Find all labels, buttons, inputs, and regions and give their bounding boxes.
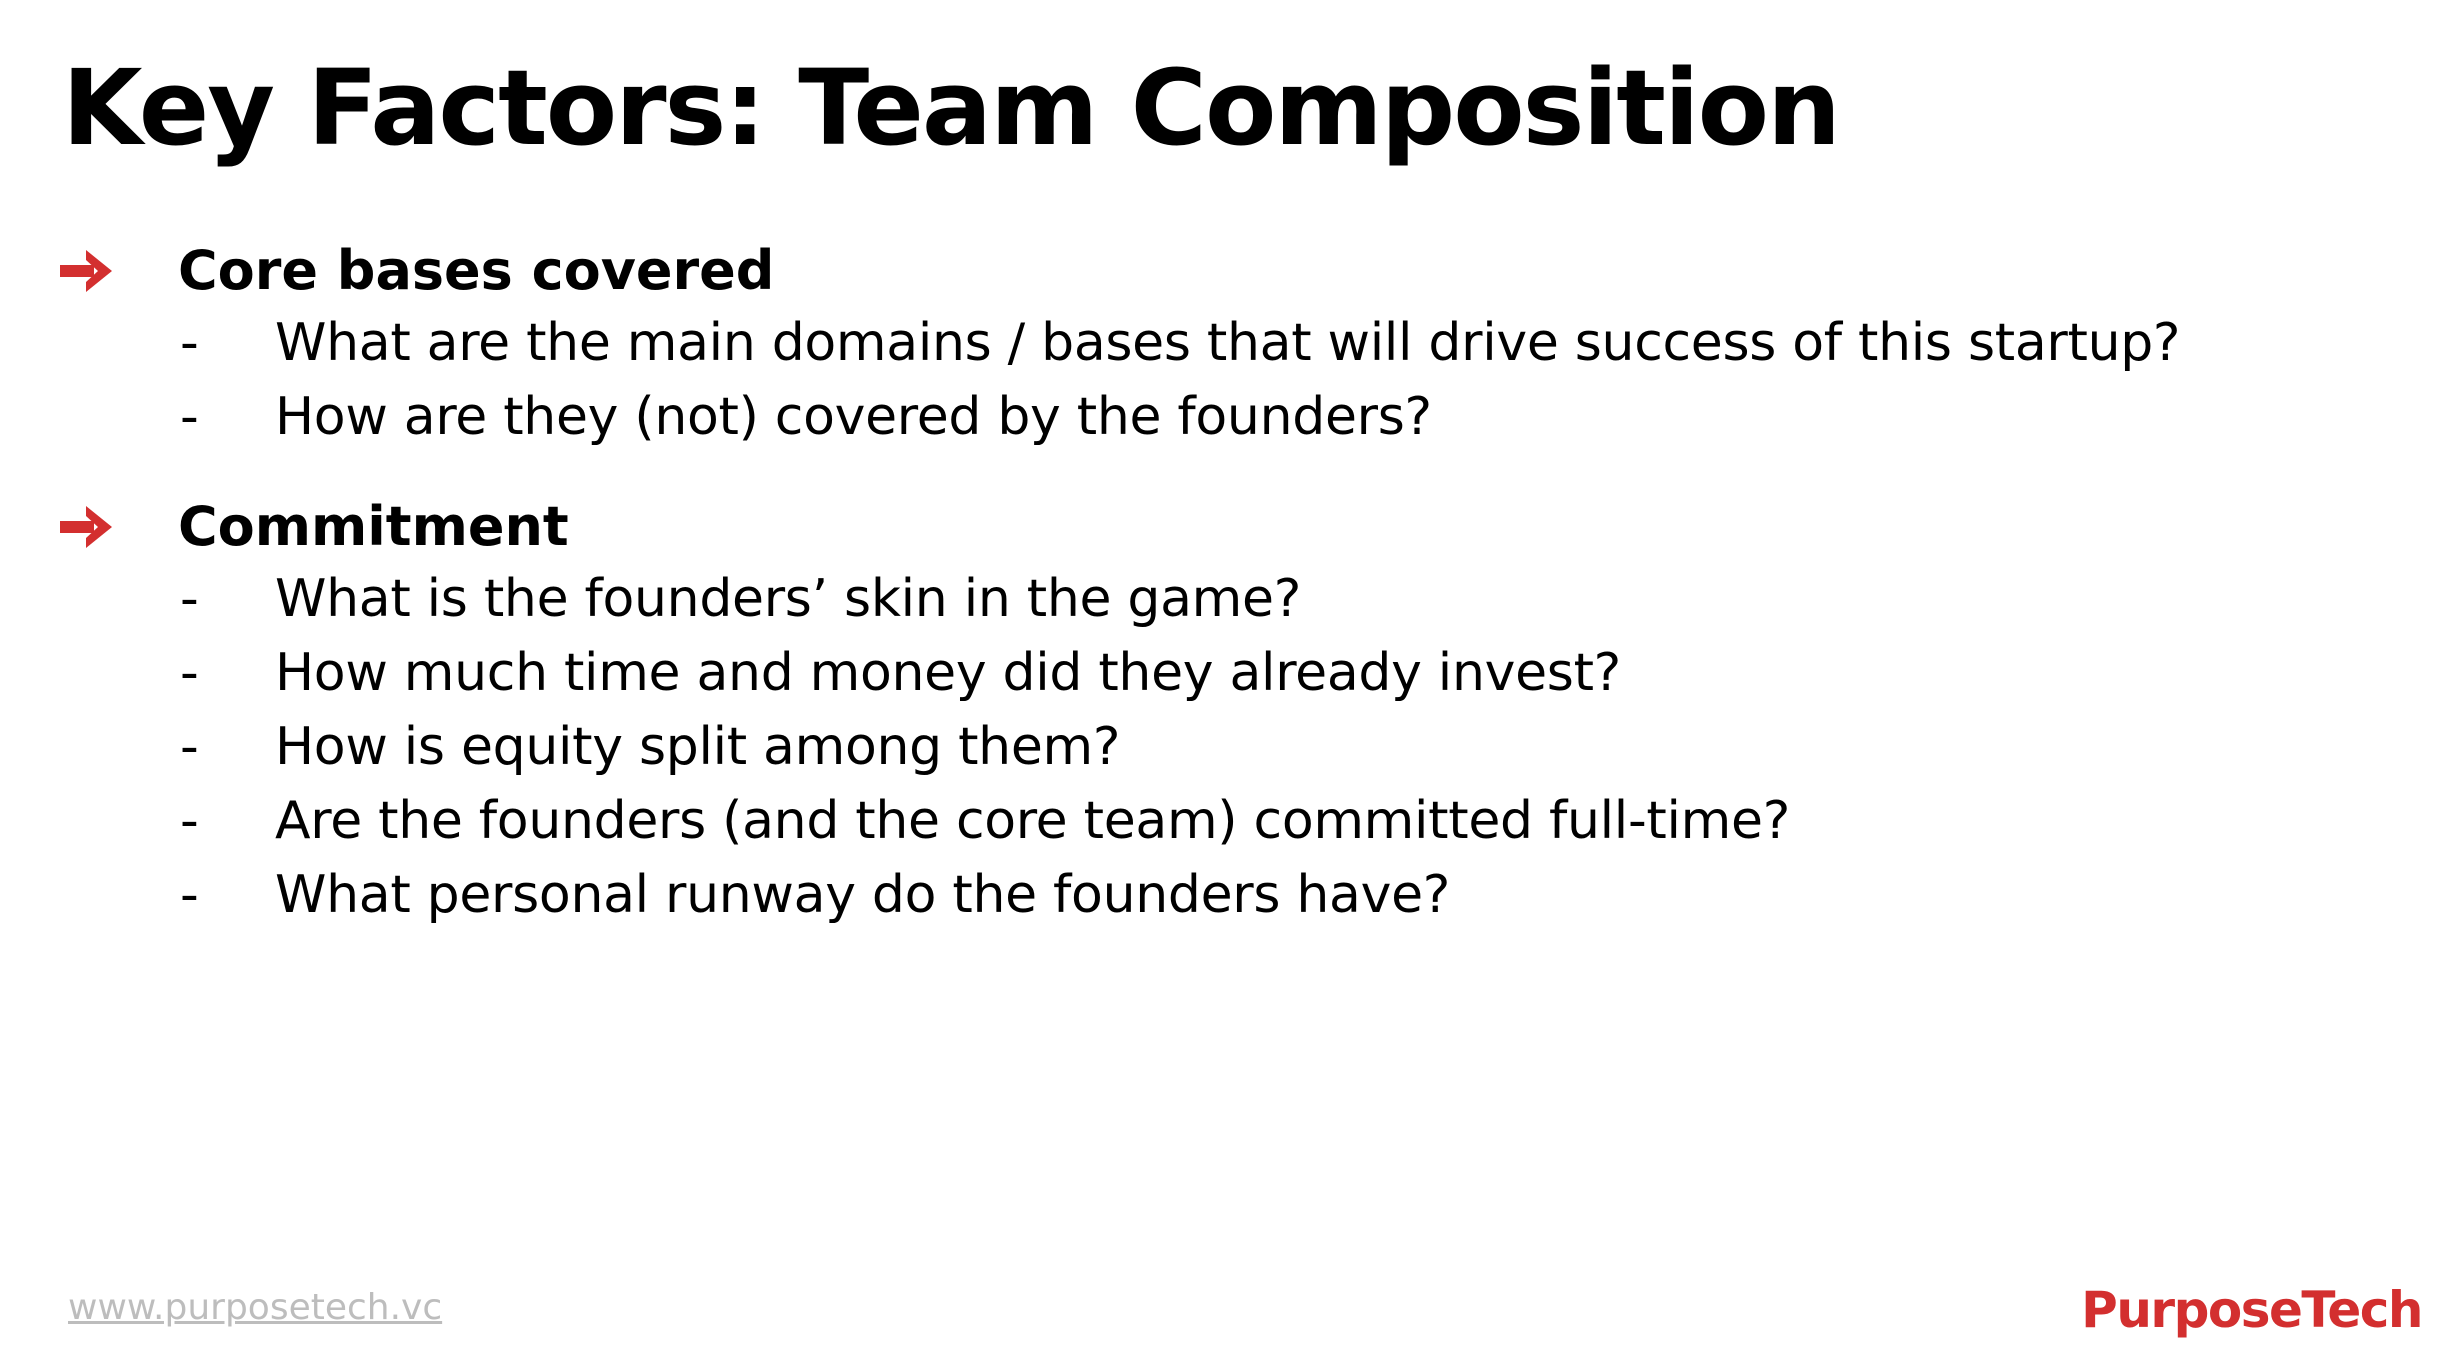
bullet-dash: - — [180, 791, 199, 851]
brand-logo: PurposeTech — [2081, 1281, 2423, 1339]
bullet-text: What is the founders’ skin in the game? — [275, 569, 1302, 629]
bullet-list: - What are the main domains / bases that… — [0, 306, 2464, 454]
right-arrow-icon — [60, 506, 112, 548]
slide-title: Key Factors: Team Composition — [62, 47, 1841, 169]
bullet-list: - What is the founders’ skin in the game… — [0, 562, 2464, 932]
bullet-dash: - — [180, 387, 199, 447]
section-core-bases: Core bases covered - What are the main d… — [0, 236, 2464, 454]
section-heading: Commitment — [178, 495, 569, 558]
bullet-dash: - — [180, 717, 199, 777]
bullet-dash: - — [180, 643, 199, 703]
list-item: - Are the founders (and the core team) c… — [0, 784, 2464, 858]
bullet-dash: - — [180, 313, 199, 373]
bullet-dash: - — [180, 865, 199, 925]
bullet-text: How are they (not) covered by the founde… — [275, 387, 1432, 447]
bullet-text: Are the founders (and the core team) com… — [275, 791, 1790, 851]
bullet-text: How is equity split among them? — [275, 717, 1121, 777]
list-item: - What personal runway do the founders h… — [0, 858, 2464, 932]
section-heading-row: Commitment — [0, 492, 2464, 562]
list-item: - How much time and money did they alrea… — [0, 636, 2464, 710]
right-arrow-icon — [60, 250, 112, 292]
list-item: - How is equity split among them? — [0, 710, 2464, 784]
list-item: - What is the founders’ skin in the game… — [0, 562, 2464, 636]
list-item: - How are they (not) covered by the foun… — [0, 380, 2464, 454]
list-item: - What are the main domains / bases that… — [0, 306, 2464, 380]
bullet-text: What are the main domains / bases that w… — [275, 313, 2181, 373]
bullet-text: What personal runway do the founders hav… — [275, 865, 1451, 925]
footer-website-link[interactable]: www.purposetech.vc — [68, 1287, 443, 1328]
bullet-text: How much time and money did they already… — [275, 643, 1621, 703]
section-heading: Core bases covered — [178, 239, 775, 302]
section-commitment: Commitment - What is the founders’ skin … — [0, 492, 2464, 932]
section-heading-row: Core bases covered — [0, 236, 2464, 306]
bullet-dash: - — [180, 569, 199, 629]
